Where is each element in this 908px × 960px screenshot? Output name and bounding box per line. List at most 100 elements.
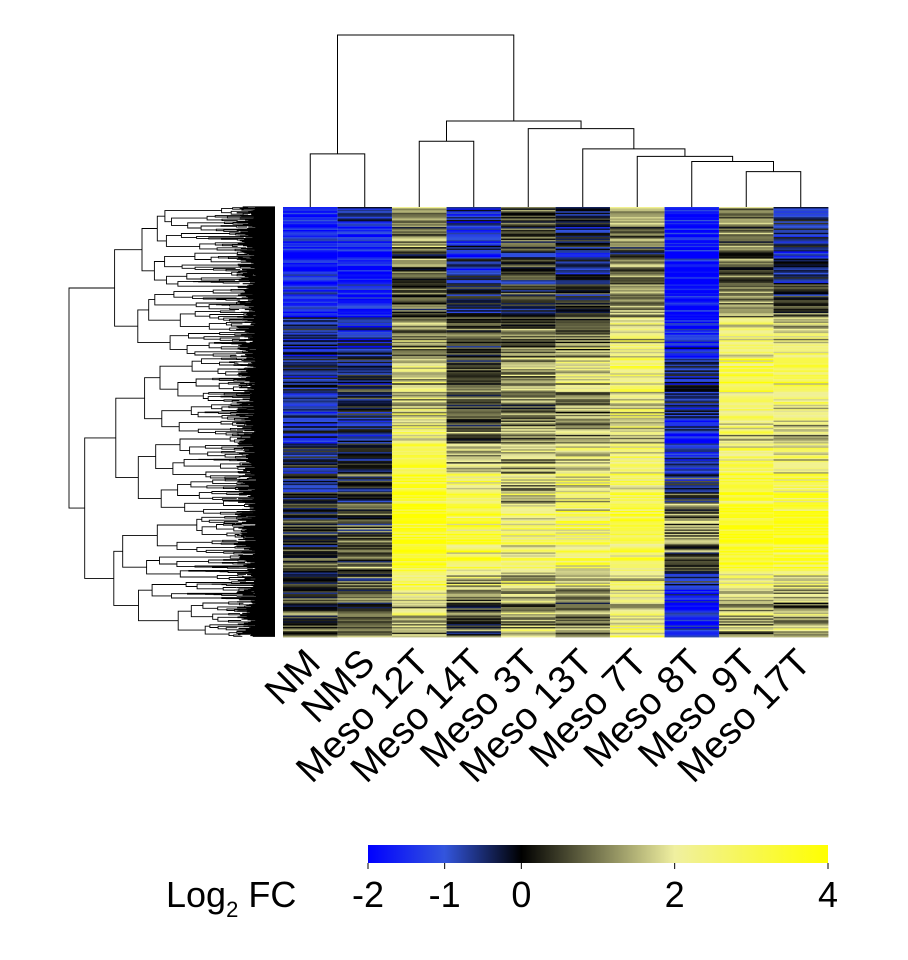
heatmap-cell [719,530,774,533]
heatmap-cell [392,222,447,225]
heatmap-cell [392,596,447,599]
heatmap-cell [446,331,502,334]
heatmap-cell [610,401,665,404]
heatmap-cell [337,562,393,565]
heatmap-cell [446,463,502,466]
heatmap-cell [610,591,665,593]
heatmap-cell [446,217,502,219]
heatmap-cell [773,406,829,409]
heatmap-cell [283,361,338,364]
heatmap-cell [337,334,393,337]
heatmap-cell [337,320,393,323]
heatmap-cell [392,407,447,410]
heatmap-cell [392,477,447,480]
heatmap-cell [610,317,665,320]
heatmap-cell [392,327,447,330]
heatmap-cell [664,512,720,515]
heatmap-cell [773,528,829,530]
heatmap-cell [446,519,502,522]
heatmap-cell [283,394,338,397]
heatmap-cell [283,609,338,612]
heatmap-cell [501,254,556,257]
heatmap-cell [664,432,720,434]
heatmap-cell [392,634,447,636]
heatmap-cell [664,366,720,368]
heatmap-cell [664,496,720,499]
heatmap-cell [337,444,393,447]
heatmap-cell [337,358,393,361]
heatmap-cell [610,599,665,602]
heatmap-cell [773,262,829,265]
heatmap-cell [555,592,611,595]
heatmap-cell [446,242,502,245]
heatmap-cell [664,257,720,259]
heatmap-cell [664,572,720,575]
heatmap-cell [501,472,556,474]
heatmap-cell [446,363,502,366]
heatmap-cell [337,548,393,550]
heatmap-cell [501,407,556,410]
heatmap-cell [719,237,774,239]
heatmap-cell [283,635,338,638]
heatmap-cell [501,287,556,290]
heatmap-cell [501,628,556,631]
heatmap-cell [392,396,447,399]
heatmap-cell [446,391,502,394]
heatmap-cell [610,581,665,583]
heatmap-cell [719,626,774,629]
heatmap-cell [664,475,720,477]
heatmap-cell [392,260,447,262]
heatmap-cell [555,469,611,472]
heatmap-cell [501,255,556,258]
heatmap-cell [664,619,720,622]
heatmap-cell [392,522,447,525]
heatmap-cell [337,473,393,476]
heatmap-cell [610,526,665,529]
heatmap-cell [610,500,665,503]
heatmap-cell [719,538,774,540]
heatmap-cell [392,556,447,559]
heatmap-cell [664,333,720,335]
heatmap-cell [664,247,720,249]
heatmap-cell [283,526,338,529]
heatmap-cell [446,313,502,315]
heatmap-cell [446,264,502,267]
heatmap-cell [610,618,665,621]
heatmap-cell [664,384,720,387]
heatmap-cell [446,551,502,553]
heatmap-cell [719,334,774,337]
heatmap-cell [446,555,502,558]
heatmap-cell [501,406,556,409]
heatmap-cell [501,207,556,209]
heatmap-cell [773,585,829,588]
heatmap-cell [501,320,556,323]
heatmap-cell [392,217,447,219]
heatmap-cell [555,303,611,305]
heatmap-cell [392,254,447,257]
heatmap-cell [501,616,556,619]
heatmap-cell [773,422,829,424]
heatmap-cell [283,227,338,229]
heatmap-cell [773,466,829,469]
heatmap-cell [773,275,829,278]
row-dendrogram-branch [177,483,200,496]
heatmap-cell [392,258,447,261]
heatmap-cell [610,250,665,252]
heatmap-cell [719,267,774,270]
heatmap-cell [664,442,720,444]
heatmap-cell [283,377,338,380]
heatmap-cell [773,231,829,234]
heatmap-cell [719,573,774,576]
heatmap-cell [719,301,774,304]
heatmap-cell [337,495,393,497]
heatmap-cell [337,472,393,474]
heatmap-cell [773,569,829,572]
heatmap-cell [555,632,611,635]
heatmap-cell [664,390,720,393]
heatmap-cell [501,538,556,540]
heatmap-cell [773,265,829,268]
heatmap-cell [610,473,665,476]
heatmap-cell [664,626,720,629]
heatmap-cell [337,374,393,377]
heatmap-cell [337,430,393,433]
